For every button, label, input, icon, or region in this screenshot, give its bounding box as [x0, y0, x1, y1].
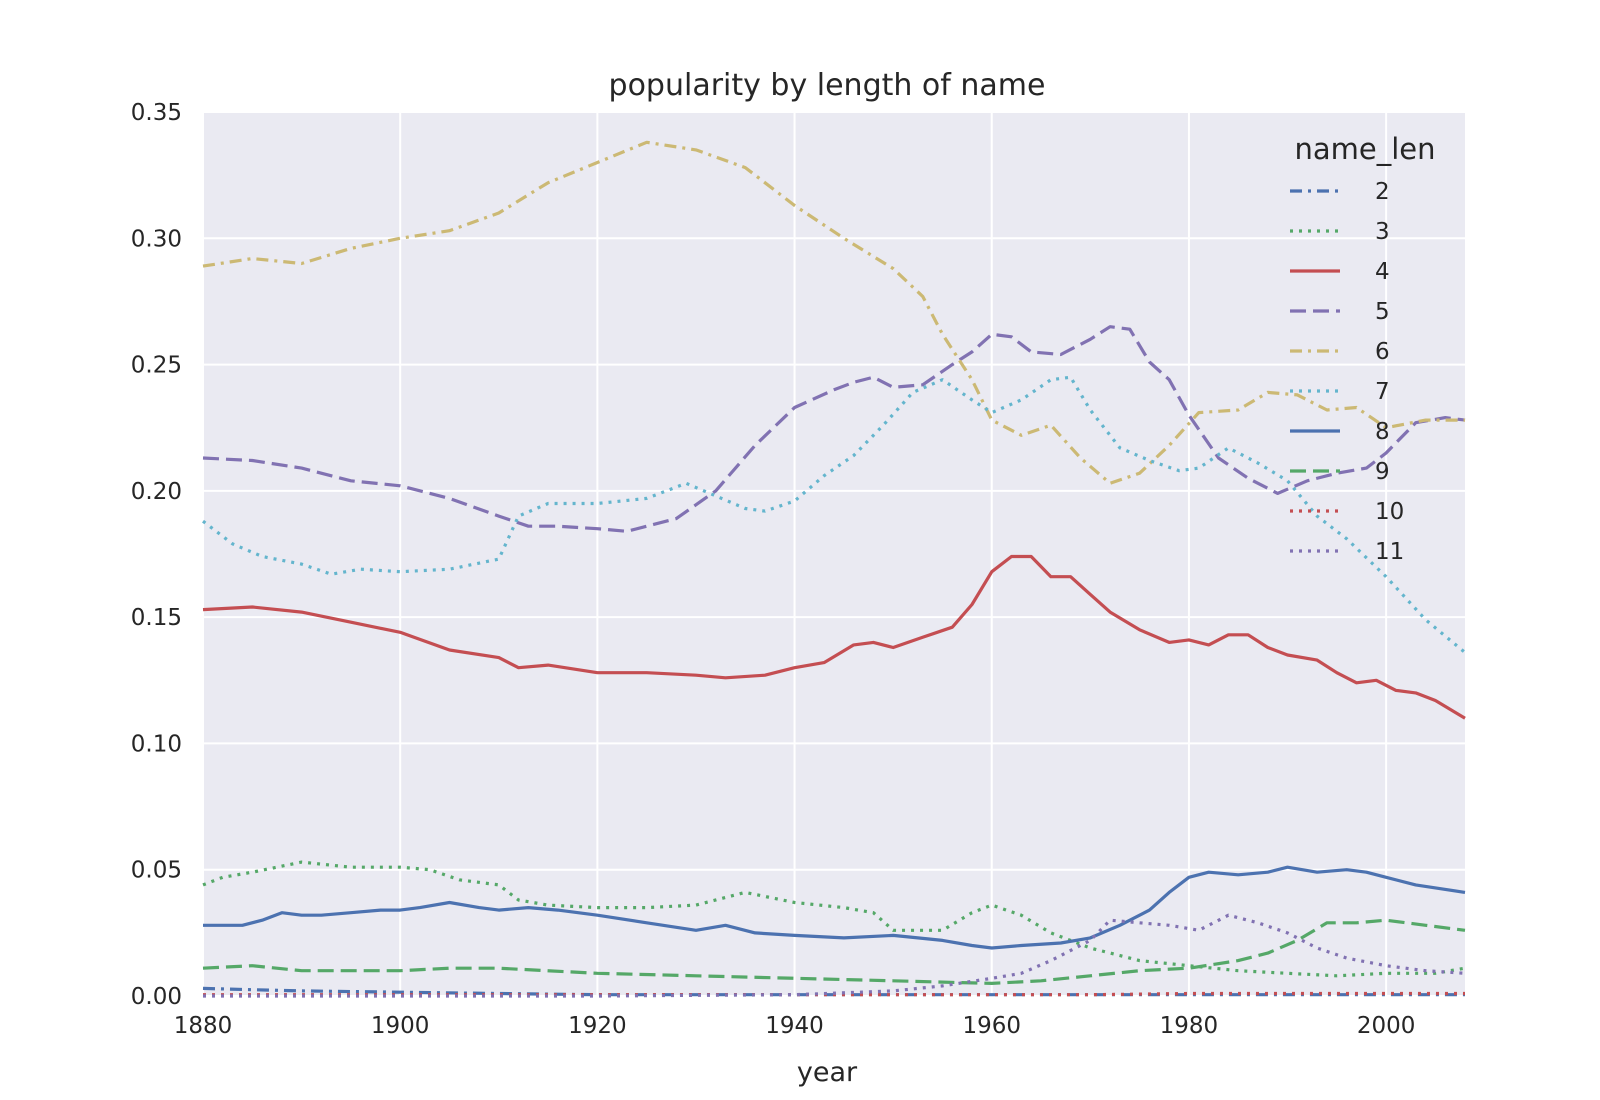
y-tick-label: 0.25 — [131, 353, 182, 379]
legend-label-7: 7 — [1375, 379, 1390, 405]
plot-background — [203, 112, 1465, 996]
series-line-8 — [203, 865, 1466, 950]
legend-label-5: 5 — [1375, 299, 1390, 325]
y-tick-label: 0.20 — [131, 479, 182, 505]
y-tick-label: 0.30 — [131, 226, 182, 252]
series-lines — [202, 140, 1467, 998]
x-tick-label: 1880 — [174, 1013, 233, 1039]
series-line-5 — [202, 325, 1466, 533]
legend-label-11: 11 — [1375, 539, 1404, 565]
legend-label-4: 4 — [1375, 259, 1390, 285]
y-tick-label: 0.05 — [131, 858, 182, 884]
series-line-9 — [202, 918, 1466, 986]
chart-title: popularity by length of name — [609, 68, 1046, 103]
tick-labels: 1880 1900 1920 1940 1960 1980 2000 0.00 0.05 0.10… — [131, 100, 1416, 1039]
legend-label-6: 6 — [1375, 339, 1390, 365]
legend-label-2: 2 — [1375, 179, 1390, 205]
series-line-4 — [202, 554, 1466, 720]
series-line-6 — [202, 140, 1465, 485]
legend-label-10: 10 — [1375, 499, 1404, 525]
legend-label-3: 3 — [1375, 219, 1390, 245]
series-line-2 — [202, 986, 1465, 997]
y-tick-label: 0.00 — [131, 984, 182, 1010]
legend-title: name_len — [1294, 132, 1435, 166]
x-axis-label: year — [797, 1057, 858, 1088]
legend-label-8: 8 — [1375, 419, 1390, 445]
series-line-11 — [203, 913, 1466, 998]
x-tick-label: 1960 — [962, 1013, 1021, 1039]
x-tick-label: 1920 — [568, 1013, 627, 1039]
legend-label-9: 9 — [1375, 459, 1390, 485]
series-line-7 — [202, 375, 1467, 654]
x-tick-label: 2000 — [1357, 1013, 1416, 1039]
legend: name_len 2 3 4 5 6 7 8 9 10 11 — [1290, 132, 1436, 565]
x-tick-label: 1900 — [371, 1013, 430, 1039]
grid — [202, 111, 1465, 997]
series-line-10 — [203, 991, 1465, 997]
x-tick-label: 1940 — [765, 1013, 824, 1039]
y-tick-label: 0.15 — [131, 605, 182, 631]
y-tick-label: 0.10 — [131, 731, 182, 757]
y-tick-label: 0.35 — [131, 100, 182, 126]
x-tick-label: 1980 — [1160, 1013, 1219, 1039]
